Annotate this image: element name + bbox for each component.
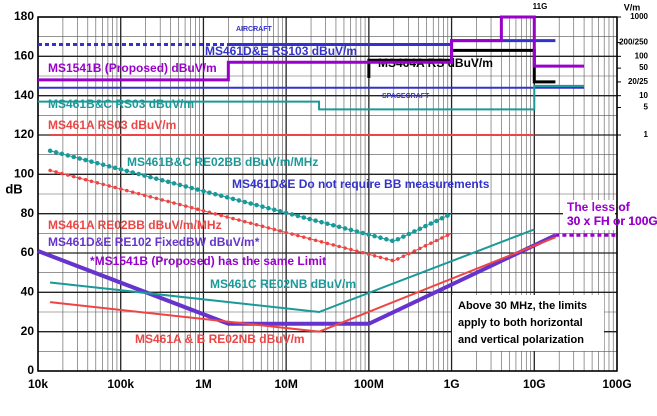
y2-tick-label: 20/25 <box>628 77 649 86</box>
annotation: apply to both horizontal <box>458 317 583 329</box>
series-label: AIRCRAFT <box>236 26 272 33</box>
note-box <box>452 295 604 351</box>
series-label: MS461B&C RS03 dBuV/m <box>48 97 194 111</box>
series-label: The less of <box>567 200 631 214</box>
y-tick-label: 20 <box>21 324 35 338</box>
annotation: 30 x FH or 100G <box>567 214 657 228</box>
series-label: MS461C RE02NB dBuV/m <box>210 277 356 291</box>
x-tick-label: 100M <box>354 377 384 391</box>
plot-frame <box>37 16 618 372</box>
y2-tick-label: 100 <box>635 51 649 60</box>
series-label: MS461A & B RE02NB dBuV/m <box>135 332 305 346</box>
series-line <box>49 169 452 262</box>
series-label: MS461A RS03 dBuV/m <box>48 118 176 132</box>
series-label: MS1541B (Proposed) dBuV/m <box>48 61 217 75</box>
note-box <box>563 200 615 230</box>
y-tick-label: 180 <box>14 9 34 23</box>
y-tick-label: 80 <box>21 206 35 220</box>
series-line <box>38 15 585 82</box>
x-tick-label: 100G <box>602 377 631 391</box>
y2-axis-label: V/m <box>624 2 641 12</box>
x-tick-label: 10G <box>523 377 546 391</box>
series-label: MS461B&C RE02BB dBuV/m/MHz <box>127 155 318 169</box>
series-line <box>37 233 557 326</box>
x-tick-label: 1M <box>195 377 212 391</box>
annotation: and vertical polarization <box>458 334 584 346</box>
x-tick-label: 10k <box>28 377 48 391</box>
series-line <box>49 150 452 242</box>
y2-tick-label: 5 <box>644 103 649 112</box>
annotation: 30 x FH or 100G <box>567 214 657 228</box>
y2-tick-label: 200/250 <box>619 38 648 47</box>
y-tick-label: 0 <box>27 363 34 377</box>
series-label: MS461D&E RE102 FixedBW dBuV/m* <box>48 235 260 249</box>
y-tick-label: 100 <box>14 167 34 181</box>
y-tick-label: 60 <box>21 245 35 259</box>
y-axis-label: dB <box>5 181 22 196</box>
series-line <box>38 84 585 111</box>
y-tick-label: 120 <box>14 127 34 141</box>
y-tick-label: 40 <box>21 285 35 299</box>
x-tick-label: 100k <box>107 377 134 391</box>
series-line <box>49 228 535 314</box>
series-label: SPACECRAFT <box>382 93 430 100</box>
series-line <box>49 236 556 333</box>
y2-tick-label: 50 <box>639 63 648 72</box>
annotation: Above 30 MHz, the limits <box>458 300 587 312</box>
series-label: MS461D&E RS103 dBuV/m <box>205 44 357 58</box>
y-tick-label: 160 <box>14 49 34 63</box>
annotation: 11G <box>533 2 548 11</box>
annotation: MS461D&E Do not require BB measurements <box>232 177 490 191</box>
x-tick-label: 1G <box>444 377 460 391</box>
y-tick-label: 140 <box>14 88 34 102</box>
y2-tick-label: 1000 <box>630 12 648 21</box>
x-tick-label: 10M <box>274 377 297 391</box>
y2-tick-label: 10 <box>639 91 648 100</box>
y2-tick-label: 1 <box>644 130 649 139</box>
series-label: MS461A RE02BB dBuV/m/MHz <box>48 218 222 232</box>
annotation: *MS1541B (Proposed) has the same Limit <box>90 254 326 268</box>
